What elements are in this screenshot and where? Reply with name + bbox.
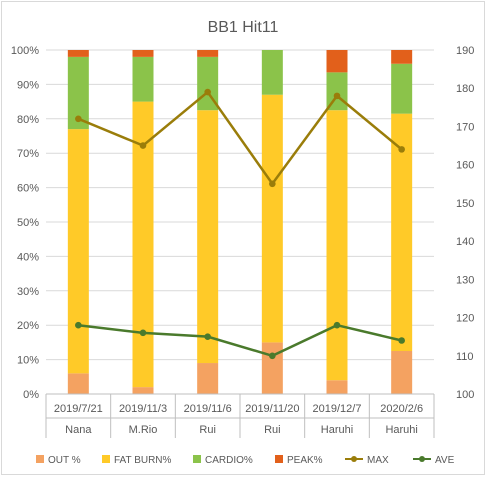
x-tick-label-name: Nana (65, 424, 92, 436)
x-tick-label-date: 2019/11/3 (119, 403, 167, 415)
y-left-tick-label: 50% (17, 217, 39, 229)
legend-label: CARDIO% (205, 455, 253, 466)
bars (67, 50, 413, 394)
bar-segment (326, 50, 348, 73)
y-right-tick-label: 170 (456, 121, 474, 133)
legend-label: MAX (367, 455, 389, 466)
bar-segment (197, 363, 219, 394)
y-right-tick-label: 140 (456, 236, 474, 248)
series-point-ave (139, 329, 147, 337)
bar-segment (261, 342, 283, 394)
gridlines (46, 49, 434, 395)
bar-segment (326, 380, 348, 394)
x-tick-label-date: 2019/12/7 (313, 403, 362, 415)
axes: 0% 10% 20% 30% 40% 50% 60% 70% 80% 90% 100% 100 110 1… (11, 45, 474, 438)
bar-segment (391, 50, 413, 64)
series-point-ave (204, 333, 211, 340)
y-right-tick-label: 190 (456, 45, 474, 57)
bar-segment (132, 387, 154, 394)
bar-segment (132, 101, 154, 388)
bar-segment (391, 63, 413, 114)
x-tick-label-date: 2019/11/6 (184, 403, 232, 415)
bar-segment (391, 113, 413, 351)
x-tick-label-name: Rui (264, 424, 281, 436)
x-tick-label-name: Haruhi (321, 424, 353, 436)
y-right-tick-label: 100 (456, 389, 474, 401)
bar-segment (67, 129, 89, 374)
x-tick-label-name: M.Rio (129, 424, 158, 436)
y-right-tick-label: 160 (456, 160, 474, 172)
series-point-ave (398, 337, 405, 344)
x-tick-label-date: 2020/2/6 (380, 403, 423, 415)
y-left-tick-label: 80% (17, 114, 39, 126)
bar-segment (391, 351, 413, 394)
y-left-tick-label: 60% (17, 183, 39, 195)
legend-swatch (193, 455, 201, 463)
bar-segment (261, 94, 283, 343)
legend-marker (351, 456, 357, 462)
bar-segment (326, 110, 348, 381)
series-point-max (139, 142, 147, 149)
series-line-max (77, 90, 403, 186)
y-right-tick-label: 120 (456, 313, 474, 325)
y-left-tick-label: 100% (11, 45, 39, 57)
lines (75, 88, 405, 360)
y-right-tick-label: 150 (456, 198, 474, 210)
bar-segment (67, 56, 89, 130)
y-right-tick-label: 130 (456, 274, 474, 286)
legend-swatch (102, 455, 110, 463)
series-point-max (269, 180, 276, 188)
legend-marker (419, 456, 425, 462)
y-right-tick-label: 110 (456, 351, 474, 363)
chart: BB1 Hit11 0% 10% 20% 30% 40% 50% 60% 70% 80% 90% 1… (11, 19, 475, 466)
x-tick-label-name: Rui (199, 424, 216, 436)
legend-label: FAT BURN% (114, 455, 172, 466)
x-tick-label-date: 2019/7/21 (54, 403, 103, 415)
y-left-tick-label: 0% (23, 389, 39, 401)
bar-segment (67, 373, 89, 394)
x-tick-label-date: 2019/11/20 (245, 403, 299, 415)
legend-swatch (36, 455, 44, 463)
legend-swatch (275, 455, 283, 463)
series-point-max (398, 146, 405, 153)
series-point-ave (75, 321, 82, 329)
bar-segment (197, 50, 219, 57)
y-left-tick-label: 10% (17, 355, 39, 367)
series-point-max (204, 88, 211, 96)
series-point-ave (333, 321, 341, 329)
legend-label: AVE (435, 455, 455, 466)
series-line-ave (78, 323, 402, 358)
bar-segment (132, 56, 154, 102)
bar-segment (197, 110, 219, 364)
chart-title: BB1 Hit11 (208, 19, 279, 36)
y-left-tick-label: 40% (17, 251, 39, 263)
legend-label: PEAK% (287, 455, 323, 466)
y-left-tick-label: 20% (17, 320, 39, 332)
series-point-ave (269, 352, 276, 360)
bar-segment (132, 50, 154, 57)
y-left-tick-label: 30% (17, 286, 39, 298)
legend: OUT % FAT BURN% CARDIO% PEAK% MAX AVE (36, 455, 455, 466)
legend-label: OUT % (48, 455, 81, 466)
series-point-max (75, 115, 82, 123)
y-left-tick-label: 70% (17, 148, 39, 160)
x-tick-label-name: Haruhi (385, 424, 417, 436)
y-right-tick-label: 180 (456, 83, 474, 95)
series-point-max (333, 92, 341, 100)
bar-segment (67, 50, 89, 57)
y-left-tick-label: 90% (17, 79, 39, 91)
bar-segment (261, 50, 283, 95)
